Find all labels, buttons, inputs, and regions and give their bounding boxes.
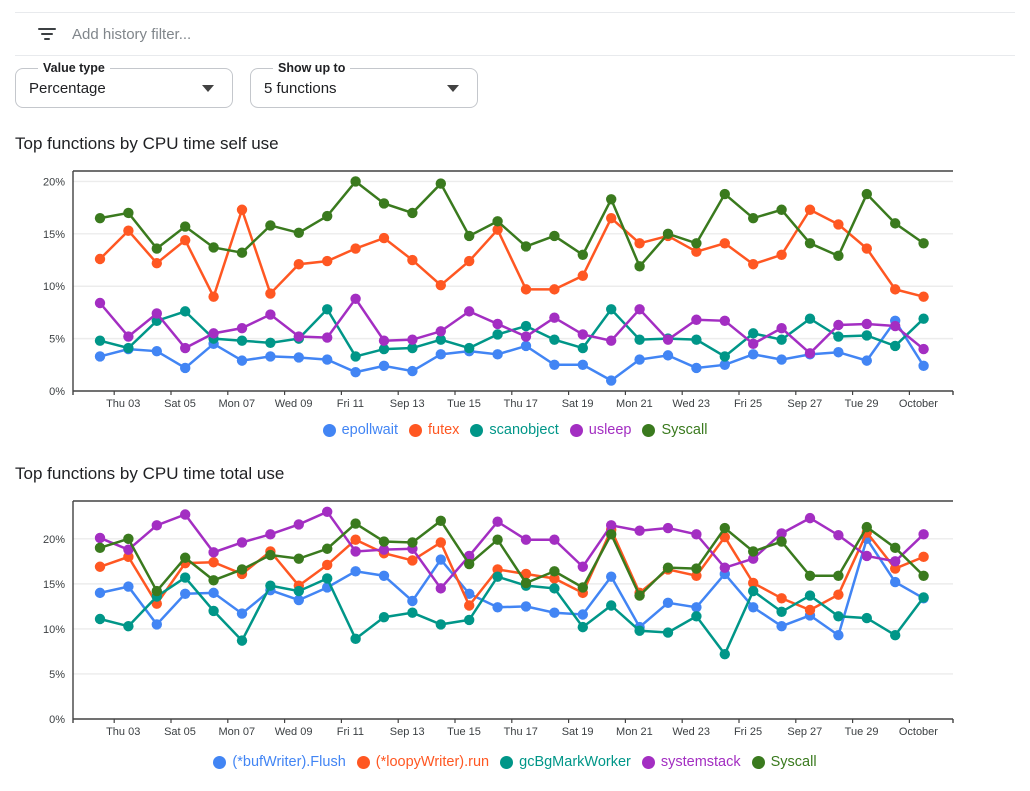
svg-text:October: October xyxy=(899,398,938,410)
legend-dot-icon xyxy=(751,755,765,769)
value-type-select[interactable]: Value type Percentage xyxy=(15,60,233,108)
legend-dot-icon xyxy=(642,423,656,437)
svg-text:Mon 07: Mon 07 xyxy=(218,726,255,738)
legend-dot-icon xyxy=(322,423,336,437)
legend-label: scanobject xyxy=(489,422,559,438)
legend-label: Syscall xyxy=(661,422,708,438)
svg-text:5%: 5% xyxy=(49,334,65,346)
svg-text:Fri 11: Fri 11 xyxy=(337,398,364,410)
legend-item[interactable]: Syscall xyxy=(751,754,817,770)
cpu-total-use-chart-title: Top functions by CPU time total use xyxy=(15,464,285,483)
legend-dot-icon xyxy=(356,755,370,769)
legend-label: epollwait xyxy=(341,422,398,438)
legend-item[interactable]: systemstack xyxy=(641,754,741,770)
legend-item[interactable]: scanobject xyxy=(470,422,559,438)
svg-text:Thu 03: Thu 03 xyxy=(106,726,140,738)
cpu-total-use-chart[interactable]: 0% 5% 10% 15% 20% Thu 03 Sat 05 Mon 07 Wed 09 Fri… xyxy=(15,496,1015,744)
cpu-total-use-legend: (*bufWriter).Flush (*loopyWriter).run gcBg… xyxy=(15,752,1015,772)
svg-text:Sep 13: Sep 13 xyxy=(390,726,425,738)
history-filter-input[interactable] xyxy=(72,25,1015,43)
legend-label: systemstack xyxy=(660,754,741,770)
legend-label: usleep xyxy=(588,422,632,438)
history-filter-bar xyxy=(15,13,1015,55)
svg-text:Wed 09: Wed 09 xyxy=(275,726,313,738)
legend-item[interactable]: futex xyxy=(408,422,460,438)
svg-text:Wed 23: Wed 23 xyxy=(672,726,710,738)
legend-dot-icon xyxy=(470,423,484,437)
legend-label: gcBgMarkWorker xyxy=(519,754,631,770)
svg-text:Sat 05: Sat 05 xyxy=(164,398,196,410)
svg-text:Fri 25: Fri 25 xyxy=(734,726,762,738)
show-up-to-label: Show up to xyxy=(273,60,351,77)
svg-text:Wed 09: Wed 09 xyxy=(275,398,313,410)
svg-text:Sat 19: Sat 19 xyxy=(562,726,594,738)
chart-controls: Value type Percentage Show up to 5 funct… xyxy=(15,60,1015,108)
legend-dot-icon xyxy=(500,755,514,769)
svg-text:20%: 20% xyxy=(43,534,65,546)
svg-text:Sat 05: Sat 05 xyxy=(164,726,196,738)
legend-item[interactable]: (*loopyWriter).run xyxy=(356,754,490,770)
svg-text:Wed 23: Wed 23 xyxy=(672,398,710,410)
svg-text:Sep 27: Sep 27 xyxy=(787,726,822,738)
svg-text:20%: 20% xyxy=(43,176,65,188)
show-up-to-select[interactable]: Show up to 5 functions xyxy=(250,60,478,108)
svg-text:Fri 25: Fri 25 xyxy=(734,398,762,410)
svg-text:Tue 15: Tue 15 xyxy=(447,398,481,410)
svg-text:Thu 03: Thu 03 xyxy=(106,398,140,410)
legend-label: (*loopyWriter).run xyxy=(375,754,490,770)
top-divider xyxy=(15,12,1015,13)
legend-label: futex xyxy=(427,422,460,438)
legend-dot-icon xyxy=(569,423,583,437)
value-type-value: Percentage xyxy=(29,79,106,97)
cpu-self-use-chart[interactable]: 0% 5% 10% 15% 20% Thu 03 Sat 05 Mon 07 Wed 09 Fri… xyxy=(15,166,1015,414)
svg-text:Sep 13: Sep 13 xyxy=(390,398,425,410)
svg-text:Thu 17: Thu 17 xyxy=(504,398,538,410)
svg-text:15%: 15% xyxy=(43,229,65,241)
legend-item[interactable]: gcBgMarkWorker xyxy=(500,754,631,770)
svg-text:15%: 15% xyxy=(43,579,65,591)
svg-text:Fri 11: Fri 11 xyxy=(337,726,364,738)
cpu-self-use-legend: epollwait futex scanobject usleep Syscall xyxy=(15,420,1015,440)
svg-text:Mon 21: Mon 21 xyxy=(616,398,653,410)
svg-text:Sat 19: Sat 19 xyxy=(562,398,594,410)
svg-text:Mon 07: Mon 07 xyxy=(218,398,255,410)
svg-text:Sep 27: Sep 27 xyxy=(787,398,822,410)
legend-dot-icon xyxy=(641,755,655,769)
svg-text:5%: 5% xyxy=(49,669,65,681)
filter-list-icon xyxy=(38,28,56,40)
dropdown-arrow-icon xyxy=(447,84,459,92)
svg-text:Tue 15: Tue 15 xyxy=(447,726,481,738)
svg-text:Mon 21: Mon 21 xyxy=(616,726,653,738)
legend-label: Syscall xyxy=(770,754,817,770)
filter-bar-divider xyxy=(15,55,1015,56)
dropdown-arrow-icon xyxy=(202,84,214,92)
show-up-to-value: 5 functions xyxy=(264,79,337,97)
svg-text:0%: 0% xyxy=(49,386,65,398)
profiler-history-page: Value type Percentage Show up to 5 funct… xyxy=(0,12,1030,772)
legend-dot-icon xyxy=(408,423,422,437)
legend-item[interactable]: epollwait xyxy=(322,422,398,438)
legend-item[interactable]: (*bufWriter).Flush xyxy=(213,754,346,770)
legend-dot-icon xyxy=(213,755,227,769)
svg-text:Tue 29: Tue 29 xyxy=(845,398,879,410)
svg-text:Thu 17: Thu 17 xyxy=(504,726,538,738)
value-type-label: Value type xyxy=(38,60,110,77)
svg-text:October: October xyxy=(899,726,938,738)
cpu-self-use-chart-title: Top functions by CPU time self use xyxy=(15,134,279,153)
svg-text:0%: 0% xyxy=(49,714,65,726)
svg-text:Tue 29: Tue 29 xyxy=(845,726,879,738)
legend-item[interactable]: usleep xyxy=(569,422,632,438)
svg-text:10%: 10% xyxy=(43,281,65,293)
legend-item[interactable]: Syscall xyxy=(642,422,707,438)
legend-label: (*bufWriter).Flush xyxy=(232,754,346,770)
svg-text:10%: 10% xyxy=(43,624,65,636)
